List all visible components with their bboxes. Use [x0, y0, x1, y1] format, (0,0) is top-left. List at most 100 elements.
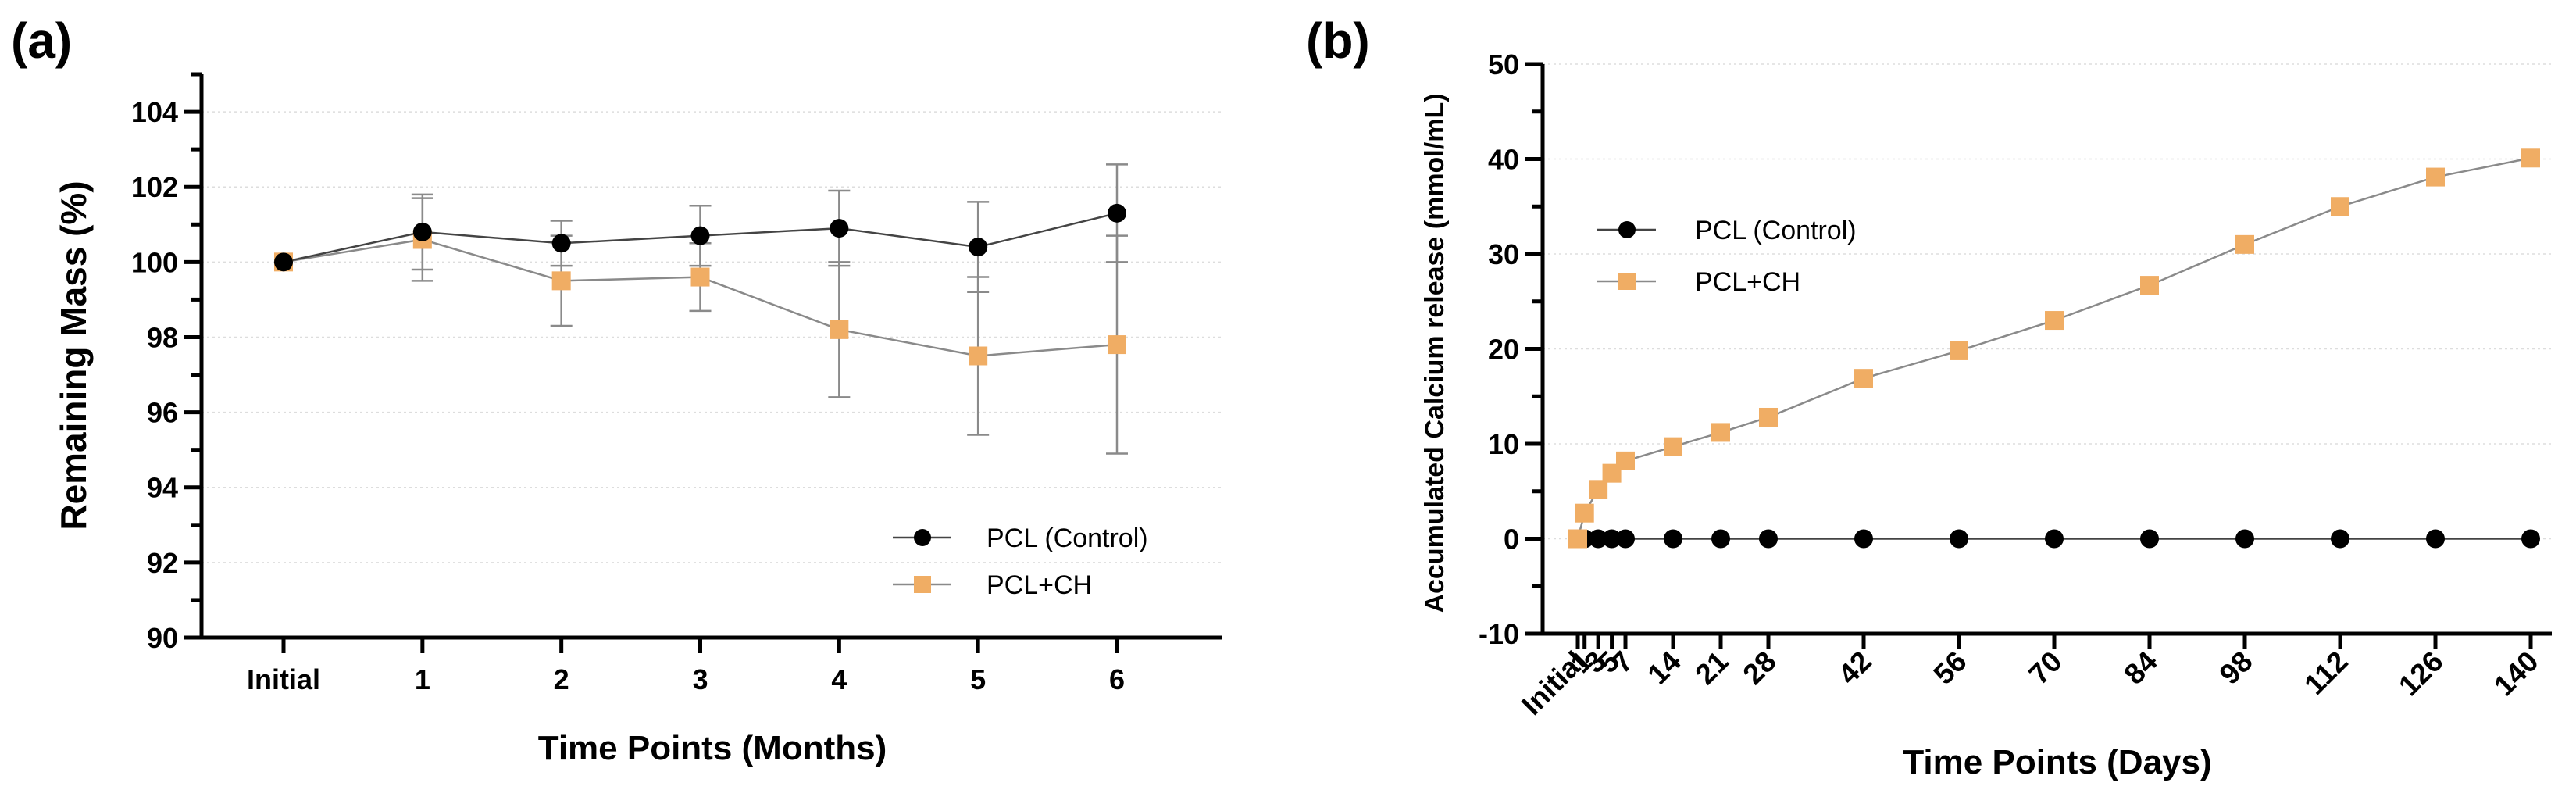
panel-b-x-tick-label: 84 [2118, 645, 2164, 690]
data-point-pcl-control [1854, 529, 1873, 549]
panel-b-x-tick-label: 28 [1737, 645, 1782, 691]
panel-a-x-tick-label: 5 [970, 663, 986, 695]
panel-a-x-axis-title: Time Points (Months) [538, 729, 887, 767]
data-point-pcl-ch [2140, 276, 2159, 295]
data-point-pcl-control [1589, 529, 1608, 549]
panel-a-y-tick-label: 102 [131, 171, 178, 203]
data-point-pcl-control [969, 238, 988, 257]
data-point-pcl-control [830, 219, 849, 238]
panel-a-data-points [274, 203, 1126, 366]
panel-b-label: (b) [1306, 13, 1370, 69]
panel-a-y-tick-label: 90 [147, 622, 178, 654]
panel-b-legend: PCL (Control) PCL+CH [1597, 216, 1857, 297]
data-point-pcl-control [2521, 529, 2540, 549]
panel-b-x-tick-label: 56 [1928, 645, 1973, 691]
panel-b-x-tick-label: 14 [1642, 645, 1687, 690]
data-point-pcl-control [551, 234, 571, 253]
panel-a-x-tick-label: 3 [692, 663, 708, 695]
data-point-pcl-control [1711, 529, 1730, 549]
legend-label-pcl-ch: PCL+CH [987, 570, 1092, 600]
panel-a-y-tick-label: 96 [147, 397, 178, 429]
panel-b-x-tick-label: 126 [2392, 645, 2449, 702]
panel-a-x-tick-label: Initial [247, 663, 320, 695]
panel-b-x-tick-label: 70 [2023, 645, 2068, 691]
panel-a-y-axis-title: Remaining Mass (%) [53, 180, 94, 530]
panel-a-y-tick-label: 98 [147, 321, 178, 353]
panel-b-y-tick-label: 10 [1488, 428, 1519, 460]
panel-b-gridlines [1543, 63, 2552, 540]
panel-a-label: (a) [11, 13, 72, 69]
data-point-pcl-ch [830, 320, 849, 339]
data-point-pcl-ch [2235, 234, 2254, 254]
data-point-pcl-ch [690, 267, 710, 287]
data-point-pcl-ch [1568, 529, 1587, 549]
panel-b-x-tick-label: 98 [2214, 645, 2259, 691]
panel-a-x-tick-label: 6 [1109, 663, 1125, 695]
data-point-pcl-ch [1616, 451, 1635, 470]
legend-marker-pcl-control [914, 529, 931, 546]
data-point-pcl-ch [2426, 167, 2445, 187]
panel-a-legend: PCL (Control) PCL+CH [893, 524, 1148, 600]
panel-b-y-tick-label: -10 [1479, 618, 1519, 650]
legend-label-pcl-control: PCL (Control) [987, 524, 1148, 553]
data-point-pcl-ch [2331, 197, 2349, 216]
data-point-pcl-ch [1711, 423, 1730, 442]
panel-a-gridlines [202, 111, 1222, 563]
legend-label-pcl-control: PCL (Control) [1695, 216, 1857, 245]
panel-b-y-axis-title: Accumulated Calcium release (mmol/mL) [1420, 93, 1450, 613]
legend-marker-pcl-ch [914, 576, 931, 593]
data-point-pcl-ch [1950, 341, 1968, 360]
data-point-pcl-control [2331, 529, 2349, 549]
data-point-pcl-control [2140, 529, 2159, 549]
panel-a-y-tick-label: 100 [131, 246, 178, 278]
data-point-pcl-control [1602, 529, 1622, 549]
panel-b-x-axis-title: Time Points (Days) [1903, 743, 2211, 781]
data-point-pcl-control [1108, 203, 1126, 223]
panel-a: (a) 90 92 94 96 98 100 102 104 Initial 1 2 3 4 5 6 Re… [11, 13, 1222, 767]
data-point-pcl-control [1664, 529, 1682, 549]
panel-b-y-tick-label: 50 [1488, 48, 1519, 80]
data-point-pcl-control [2045, 529, 2064, 549]
panel-a-y-tick-label: 94 [147, 472, 178, 504]
legend-marker-pcl-ch [1618, 273, 1636, 290]
data-point-pcl-ch [2045, 311, 2064, 331]
panel-b-y-tick-label: 30 [1488, 238, 1519, 270]
data-point-pcl-ch [1854, 369, 1873, 388]
data-point-pcl-control [412, 222, 432, 241]
panel-a-x-tick-label: 2 [554, 663, 569, 695]
data-point-pcl-ch [969, 346, 988, 366]
data-point-pcl-ch [1589, 480, 1608, 499]
panel-b-y-tick-label: 40 [1488, 144, 1519, 176]
panel-b-x-tick-label: 42 [1832, 645, 1878, 691]
panel-a-y-tick-label: 104 [131, 96, 178, 128]
data-point-pcl-control [1616, 529, 1635, 549]
panel-a-y-ticks: 90 92 94 96 98 100 102 104 [131, 72, 202, 654]
data-point-pcl-ch [1575, 503, 1594, 523]
data-point-pcl-ch [1108, 335, 1126, 355]
panel-b-y-ticks: -10 0 10 20 30 40 50 [1479, 48, 1543, 650]
data-point-pcl-control [2235, 529, 2254, 549]
panel-b-y-tick-label: 0 [1504, 524, 1519, 556]
panel-a-x-tick-label: 4 [831, 663, 847, 695]
panel-b-x-tick-label: 21 [1689, 645, 1735, 691]
panel-b-x-tick-label: 140 [2488, 645, 2545, 702]
data-point-pcl-ch [2521, 148, 2540, 168]
panel-a-error-bars [411, 163, 1128, 455]
data-point-pcl-control [1950, 529, 1968, 549]
panel-a-y-tick-label: 92 [147, 547, 178, 579]
data-point-pcl-control [2426, 529, 2445, 549]
data-point-pcl-ch [1759, 407, 1778, 427]
panel-b-x-tick-label: 112 [2298, 645, 2353, 701]
data-point-pcl-ch [551, 271, 571, 291]
panel-b-data-points [1568, 148, 2540, 549]
panel-a-x-ticks: Initial 1 2 3 4 5 6 [247, 638, 1125, 695]
data-point-pcl-control [274, 252, 293, 272]
data-point-pcl-ch [1664, 437, 1682, 456]
panel-b-y-tick-label: 20 [1488, 334, 1519, 366]
legend-marker-pcl-control [1618, 221, 1636, 238]
panel-a-x-tick-label: 1 [415, 663, 430, 695]
data-point-pcl-control [690, 226, 710, 245]
